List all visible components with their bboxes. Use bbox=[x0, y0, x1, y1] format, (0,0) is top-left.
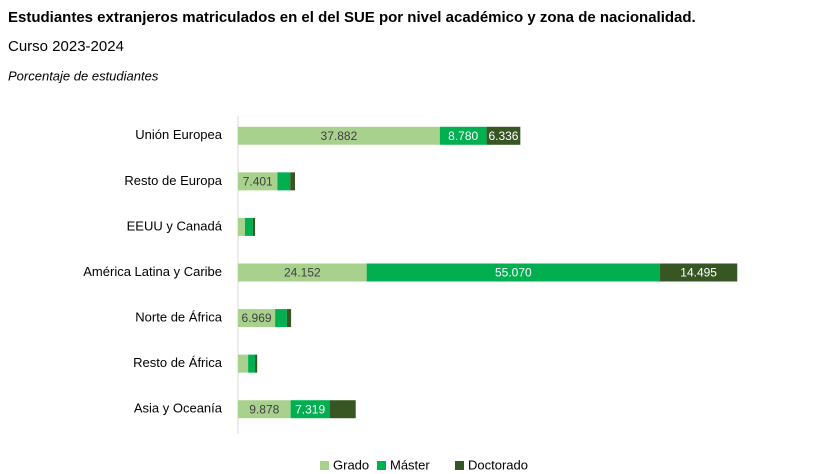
data-label: 6.336 bbox=[488, 129, 518, 143]
bar-segment bbox=[238, 309, 276, 328]
bar-segment bbox=[275, 309, 287, 328]
bar-segment bbox=[238, 400, 291, 419]
bar-segment bbox=[244, 217, 253, 236]
bar-segment bbox=[366, 263, 661, 282]
data-label: 55.070 bbox=[495, 266, 532, 280]
chart-title: Estudiantes extranjeros matriculados en … bbox=[8, 9, 696, 26]
bar-segment bbox=[286, 309, 292, 328]
category-label: América Latina y Caribe bbox=[83, 264, 222, 279]
category-label: Resto de Europa bbox=[124, 173, 222, 188]
bar-segment bbox=[329, 400, 356, 419]
data-label: 24.152 bbox=[284, 266, 321, 280]
bar-segment bbox=[439, 126, 487, 145]
data-label: 9.878 bbox=[249, 402, 279, 416]
chart-subtitle: Curso 2023-2024 bbox=[8, 38, 124, 55]
bar-segment bbox=[255, 354, 258, 373]
category-label: Unión Europea bbox=[135, 127, 222, 142]
legend-swatch bbox=[455, 461, 464, 470]
legend-swatch bbox=[320, 461, 329, 470]
legend-label: Máster bbox=[390, 457, 430, 472]
data-label: 7.401 bbox=[243, 175, 273, 189]
bar-segment bbox=[238, 263, 367, 282]
data-label: 37.882 bbox=[321, 129, 358, 143]
legend-label: Doctorado bbox=[468, 457, 528, 472]
bar-segment bbox=[277, 172, 291, 191]
bar-segment bbox=[290, 172, 296, 191]
data-label: 8.780 bbox=[448, 129, 478, 143]
data-label: 6.969 bbox=[242, 311, 272, 325]
bar-segment bbox=[248, 354, 256, 373]
bar-segment bbox=[238, 354, 249, 373]
category-label: Asia y Oceanía bbox=[134, 401, 223, 416]
bar-segment bbox=[486, 126, 521, 145]
bar-segment bbox=[238, 217, 245, 236]
bar-segment bbox=[660, 263, 738, 282]
category-label: Norte de África bbox=[135, 310, 222, 325]
data-label: 7.319 bbox=[295, 402, 325, 416]
category-label: Resto de África bbox=[133, 355, 223, 370]
bar-segment bbox=[290, 400, 330, 419]
data-label: 14.495 bbox=[680, 266, 717, 280]
category-label: EEUU y Canadá bbox=[127, 218, 223, 233]
bar-segment bbox=[238, 172, 278, 191]
legend-label: Grado bbox=[333, 457, 369, 472]
bar-segment bbox=[238, 126, 440, 145]
chart-note: Porcentaje de estudiantes bbox=[8, 68, 159, 83]
legend-swatch bbox=[377, 461, 386, 470]
bar-segment bbox=[252, 217, 256, 236]
